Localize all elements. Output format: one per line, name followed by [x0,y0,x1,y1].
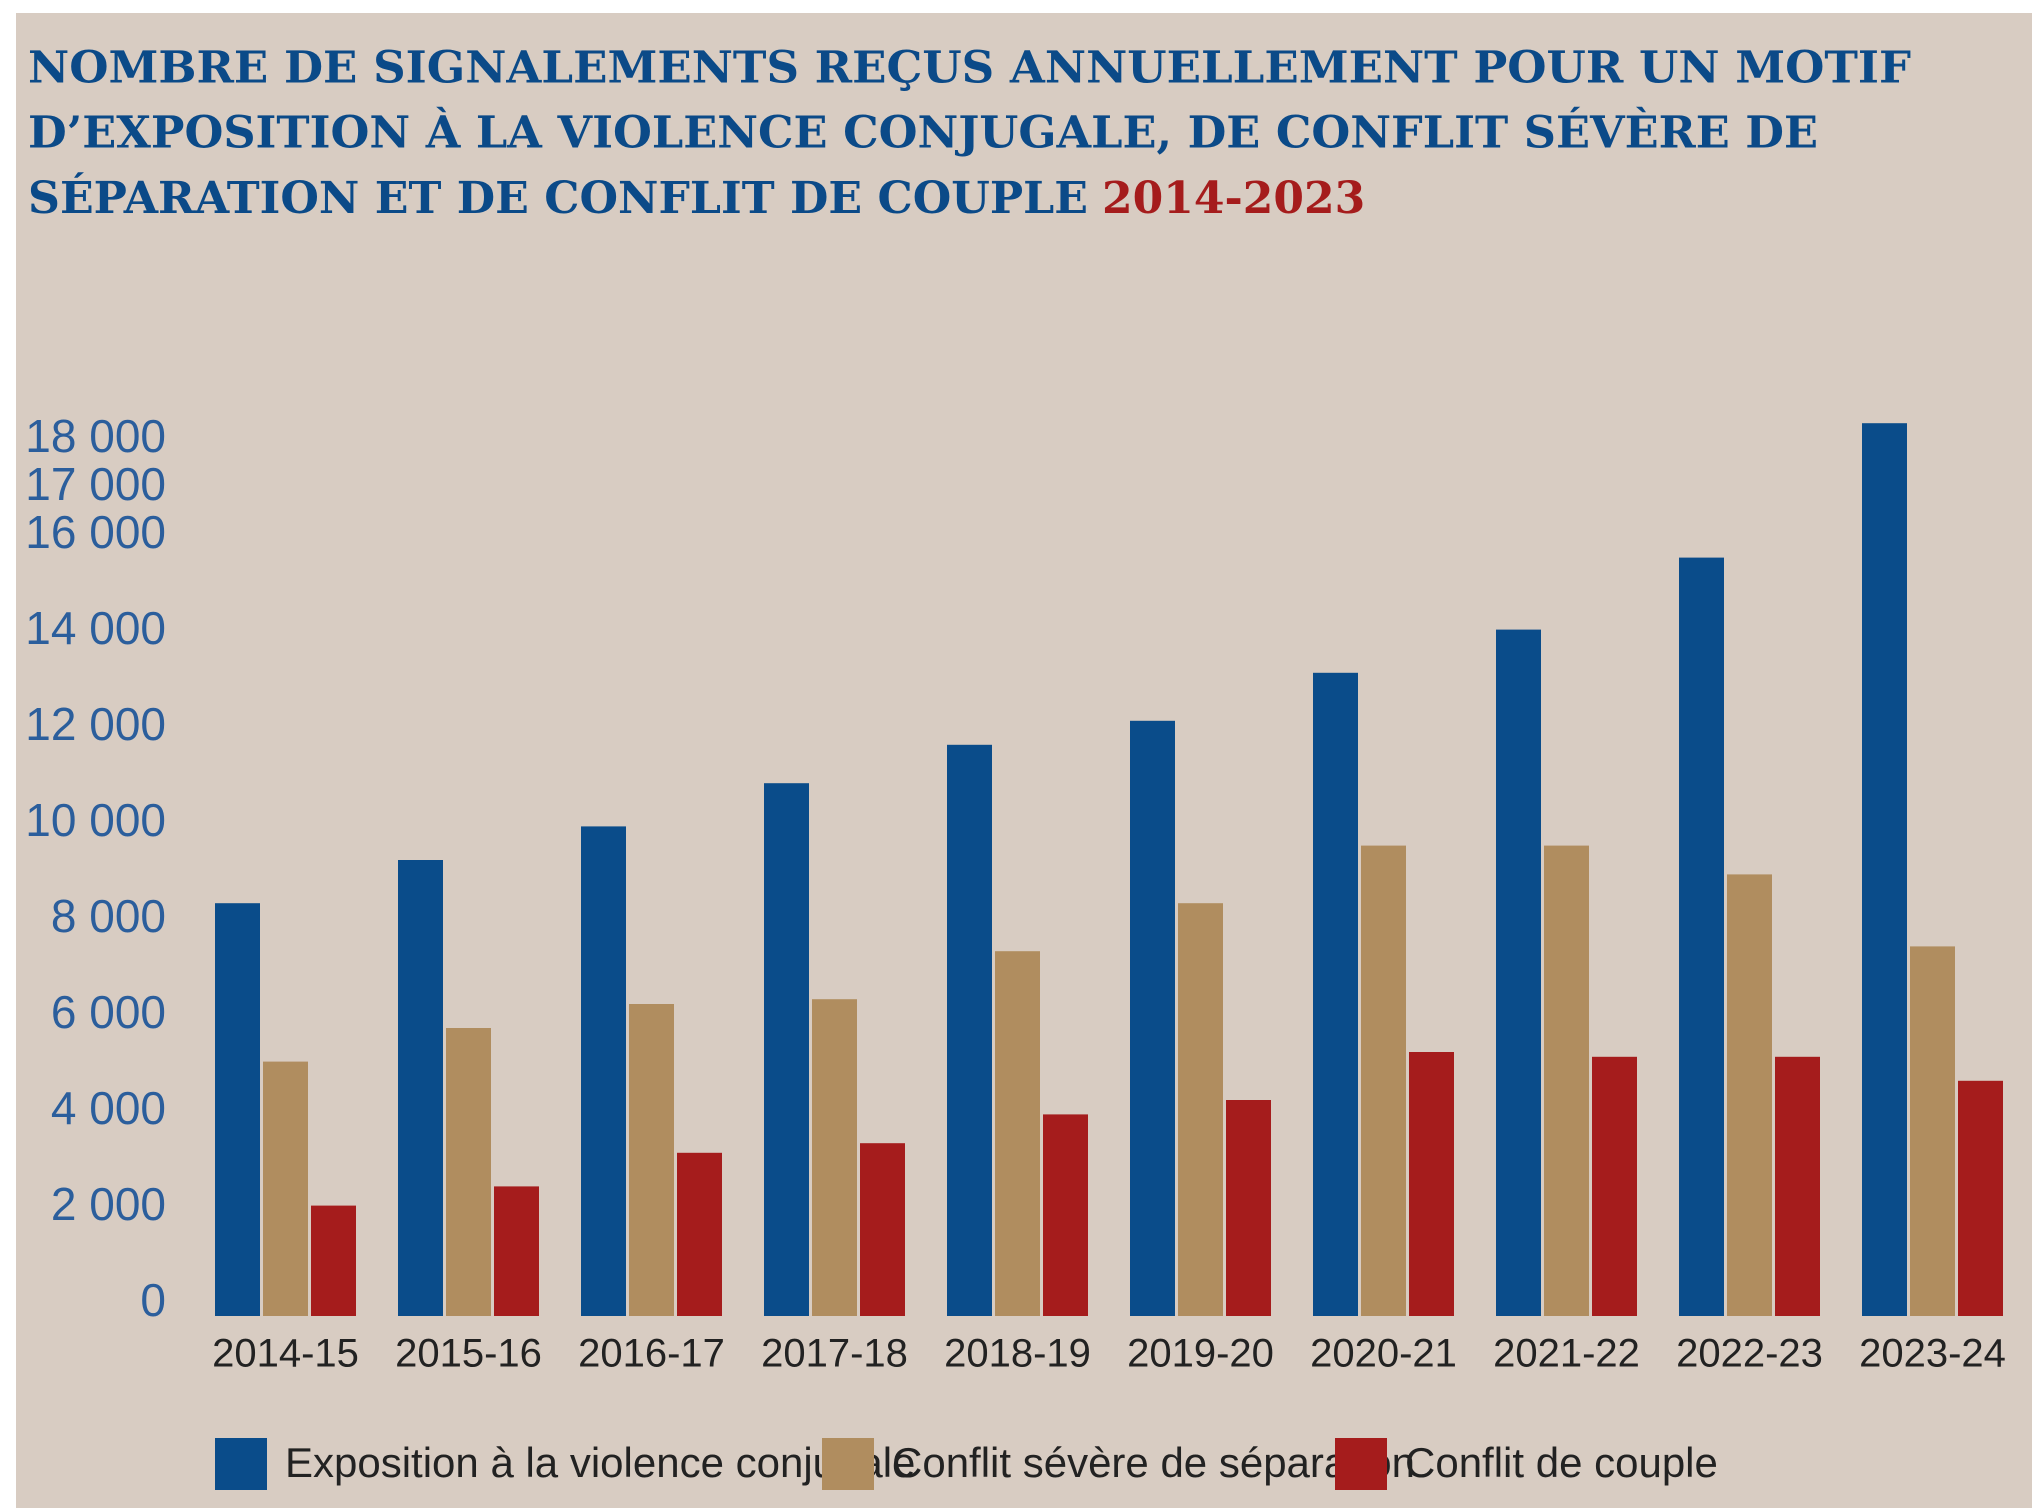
legend-swatch [1335,1438,1387,1490]
bar [311,1205,356,1316]
x-tick-label: 2020-21 [1310,1332,1457,1376]
legend-swatch [215,1438,267,1490]
y-tick-label: 8 000 [51,890,166,942]
bar [629,1004,674,1316]
bar [1727,874,1772,1316]
x-tick-label: 2015-16 [395,1332,542,1376]
y-tick-label: 18 000 [25,410,166,462]
y-tick-label: 16 000 [25,506,166,558]
bar [1226,1100,1271,1316]
bar [764,783,809,1316]
legend-swatch [822,1438,874,1490]
chart-title: D’EXPOSITION À LA VIOLENCE CONJUGALE, DE… [28,106,1818,159]
bar [1544,845,1589,1316]
bar [1910,946,1955,1316]
x-tick-label: 2014-15 [212,1332,359,1376]
chart-period: 2014-2023 [1102,173,1365,224]
bar [1958,1080,2003,1316]
x-tick-label: 2016-17 [578,1332,725,1376]
y-tick-label: 6 000 [51,986,166,1038]
bar [947,744,992,1316]
legend-label: Conflit sévère de séparation [892,1439,1415,1486]
bar [860,1143,905,1316]
x-tick-label: 2023-24 [1859,1332,2006,1376]
bar [1592,1056,1637,1316]
bar [1313,672,1358,1316]
y-tick-label: 12 000 [25,698,166,750]
bar [1496,629,1541,1316]
bar [1679,557,1724,1316]
bar [215,903,260,1316]
bar [1409,1052,1454,1316]
legend-label: Conflit de couple [1405,1439,1718,1486]
chart-title: NOMBRE DE SIGNALEMENTS REÇUS ANNUELLEMEN… [28,43,1911,94]
bar [1043,1114,1088,1316]
bar [494,1186,539,1316]
bar [263,1061,308,1316]
bar [995,951,1040,1316]
x-tick-label: 2019-20 [1127,1332,1274,1376]
y-tick-label: 2 000 [51,1178,166,1230]
bar [812,999,857,1316]
y-tick-label: 14 000 [25,602,166,654]
bar [1178,903,1223,1316]
y-tick-label: 17 000 [25,458,166,510]
chart-title: SÉPARATION ET DE CONFLIT DE COUPLE [28,171,1088,224]
x-tick-label: 2018-19 [944,1332,1091,1376]
chart-title: SÉPARATION ET DE CONFLIT DE COUPLE 2014-2… [28,171,1365,224]
y-tick-label: 0 [140,1274,166,1326]
y-tick-label: 4 000 [51,1082,166,1134]
bar [446,1028,491,1316]
bar [1130,720,1175,1316]
x-tick-label: 2021-22 [1493,1332,1640,1376]
bar [1361,845,1406,1316]
legend-label: Exposition à la violence conjugale [285,1439,915,1486]
x-tick-label: 2022-23 [1676,1332,1823,1376]
y-tick-label: 10 000 [25,794,166,846]
bar [581,826,626,1316]
x-tick-label: 2017-18 [761,1332,908,1376]
bar [677,1152,722,1316]
bar [1862,423,1907,1316]
bar [1775,1056,1820,1316]
bar [398,860,443,1316]
